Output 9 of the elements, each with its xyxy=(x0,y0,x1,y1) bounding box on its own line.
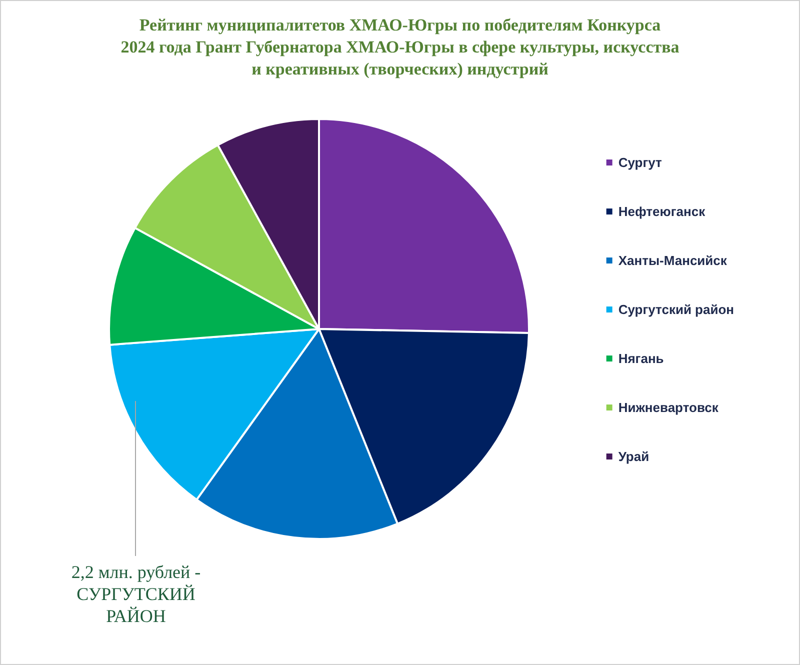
legend-label: Сургут xyxy=(618,155,662,170)
legend-label: Нефтеюганск xyxy=(618,204,706,219)
legend-label: Нягань xyxy=(618,351,664,366)
legend-label: Нижневартовск xyxy=(618,400,719,415)
legend-label: Урай xyxy=(618,449,650,464)
text: 2,2 млн. рублей - СУРГУТСКИЙ РАЙОН xyxy=(70,561,202,627)
legend-label: Сургутский район xyxy=(618,302,734,317)
chart-title: Рейтинг муниципалитетов ХМАО-Югры по победителям Конкурса 2024 года Грант Губернатора ХМАО-Югры в сфере культуры, искусства и креативных (творческих) индустрий xyxy=(120,16,680,78)
legend-label: Ханты-Мансийск xyxy=(618,253,728,268)
